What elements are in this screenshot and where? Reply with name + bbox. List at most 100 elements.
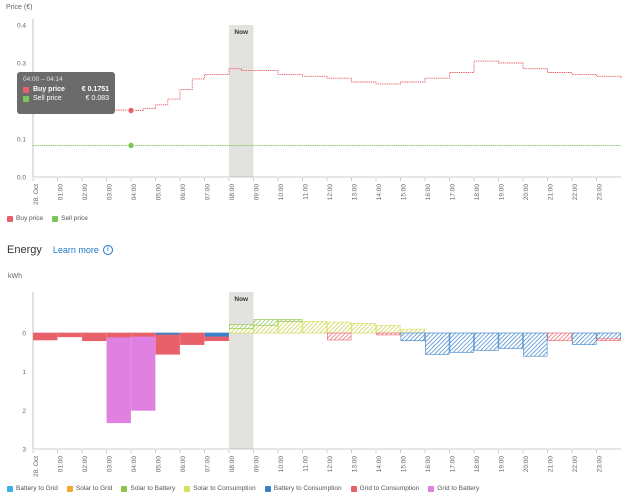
price-x-tick-label: 02:00 [82,184,89,201]
energy-legend: Battery to Grid Solar to Grid Solar to Bat… [7,485,488,492]
energy-x-tick-label: 11:00 [303,456,310,472]
energy-title: Energy [7,244,42,256]
legend-swatch [52,215,59,222]
energy-bar-battery-to-consumption[interactable] [572,332,597,345]
tooltip-sell-label: Sell price [33,95,62,102]
energy-bar-solar-to-battery[interactable] [253,319,278,326]
energy-y-tick: 2 [22,408,26,415]
energy-x-tick-label: 07:00 [205,456,212,473]
info-icon[interactable]: i [102,245,113,255]
energy-bar-grid-to-consumption[interactable] [327,332,352,341]
buy-price-line[interactable] [33,60,622,111]
legend-swatch [66,485,73,492]
price-chart[interactable]: Price (€) 0.40.30.20.10.0 Now 28. Oct01:… [0,0,622,215]
price-legend: Buy price Sell price [7,215,97,222]
energy-bar-battery-to-consumption[interactable] [498,332,523,349]
energy-chart[interactable]: kWh 0 1 2 3 Now 28. Oct 01:00 02:00 03:00 04:00… [0,262,622,482]
price-x-tick-label: 12:00 [327,184,334,201]
legend-item[interactable]: Sell price [52,215,88,222]
price-x-tick-label: 15:00 [401,184,408,201]
legend-swatch [264,485,271,492]
sell-swatch [23,95,29,102]
price-x-tick-label: 03:00 [107,184,114,201]
energy-bar-solar-to-consumption[interactable] [351,323,376,334]
tooltip-buy-row: Buy price € 0.1751 [23,86,109,93]
price-x-tick-label: 18:00 [474,184,481,201]
now-label: Now [234,29,249,36]
energy-x-tick-label: 21:00 [548,456,555,473]
energy-bar-grid-to-consumption[interactable] [57,332,82,338]
legend-label: Solar to Battery [130,485,176,492]
legend-label: Sell price [61,215,88,222]
price-x-tick-label: 04:00 [131,184,138,201]
energy-x-tick-label: 04:00 [131,456,138,473]
legend-swatch [184,485,191,492]
energy-bar-grid-to-consumption[interactable] [180,332,205,345]
energy-bar-grid-to-consumption[interactable] [33,332,58,341]
learn-more-link[interactable]: Learn more [52,245,99,255]
energy-header: Energy Learn more i [7,244,113,256]
price-x-tick-label: 10:00 [278,184,285,201]
energy-bar-battery-to-consumption[interactable] [523,332,548,357]
price-y-tick: 0.4 [17,23,26,30]
legend-item[interactable]: Solar to Consumption [184,485,256,492]
price-y-tick: 0.1 [17,137,26,144]
energy-bar-solar-to-battery[interactable] [229,324,254,329]
energy-bar-grid-to-consumption[interactable] [82,332,107,342]
energy-x-tick-label: 20:00 [523,456,530,473]
energy-bar-grid-to-consumption[interactable] [547,332,572,342]
energy-bar-grid-to-consumption[interactable] [131,332,156,338]
energy-x-tick-label: 16:00 [425,456,432,473]
energy-bar-battery-to-consumption[interactable] [425,332,450,355]
buy-price-marker[interactable] [127,106,135,115]
energy-bar-grid-to-consumption[interactable] [596,338,621,342]
energy-bar-grid-to-consumption[interactable] [155,334,180,355]
energy-x-tick-label: 02:00 [82,456,89,473]
energy-bar-battery-to-consumption[interactable] [204,332,229,338]
price-x-tick-label: 08:00 [229,184,236,201]
price-x-tick-label: 06:00 [180,184,187,201]
energy-bar-solar-to-consumption[interactable] [253,324,278,334]
energy-bar-solar-to-consumption[interactable] [229,328,254,334]
energy-x-tick-label: 01:00 [58,456,65,473]
energy-bar-battery-to-consumption[interactable] [449,332,474,353]
price-x-tick-label: 14:00 [376,184,383,201]
legend-item[interactable]: Solar to Battery [121,485,175,492]
legend-label: Solar to Consumption [193,485,256,492]
energy-x-tick-label: 23:00 [597,456,604,473]
energy-bar-grid-to-consumption[interactable] [106,332,131,338]
energy-bar-grid-to-battery[interactable] [131,336,156,411]
energy-x-tick-label: 06:00 [180,456,187,473]
sell-price-marker[interactable] [127,141,135,150]
energy-bar-battery-to-consumption[interactable] [474,332,499,351]
energy-bar-battery-to-consumption[interactable] [596,332,621,340]
energy-x-tick-label: 15:00 [401,456,408,473]
legend-item[interactable]: Grid to Consumption [350,485,419,492]
legend-item[interactable]: Battery to Consumption [264,485,342,492]
legend-swatch [7,215,13,222]
legend-item[interactable]: Battery to Grid [7,485,58,492]
energy-x-tick-label: 14:00 [376,456,383,473]
energy-bar-grid-to-battery[interactable] [106,337,131,424]
legend-swatch [7,485,13,492]
energy-bar-solar-to-consumption[interactable] [278,321,303,334]
energy-x-tick-label: 18:00 [474,456,481,473]
energy-bar-solar-to-consumption[interactable] [376,324,401,334]
legend-swatch [121,485,128,492]
legend-item[interactable]: Grid to Battery [428,485,479,492]
tooltip-buy-label: Buy price [33,86,65,93]
legend-item[interactable]: Buy price [7,215,43,222]
legend-item[interactable]: Solar to Grid [66,485,112,492]
energy-bar-solar-to-battery[interactable] [278,319,303,322]
price-x-tick-label: 09:00 [254,184,261,201]
tooltip-sell-value: € 0.083 [85,95,109,102]
energy-bar-solar-to-consumption[interactable] [400,328,425,334]
energy-bar-grid-to-consumption[interactable] [376,332,401,336]
energy-bar-grid-to-consumption[interactable] [204,336,229,342]
energy-x-tick-label: 09:00 [254,456,261,473]
energy-bar-battery-to-consumption[interactable] [400,332,425,342]
legend-swatch [350,485,357,492]
now-marker [229,292,254,449]
energy-bar-solar-to-consumption[interactable] [327,321,352,334]
energy-bar-solar-to-consumption[interactable] [302,321,327,334]
